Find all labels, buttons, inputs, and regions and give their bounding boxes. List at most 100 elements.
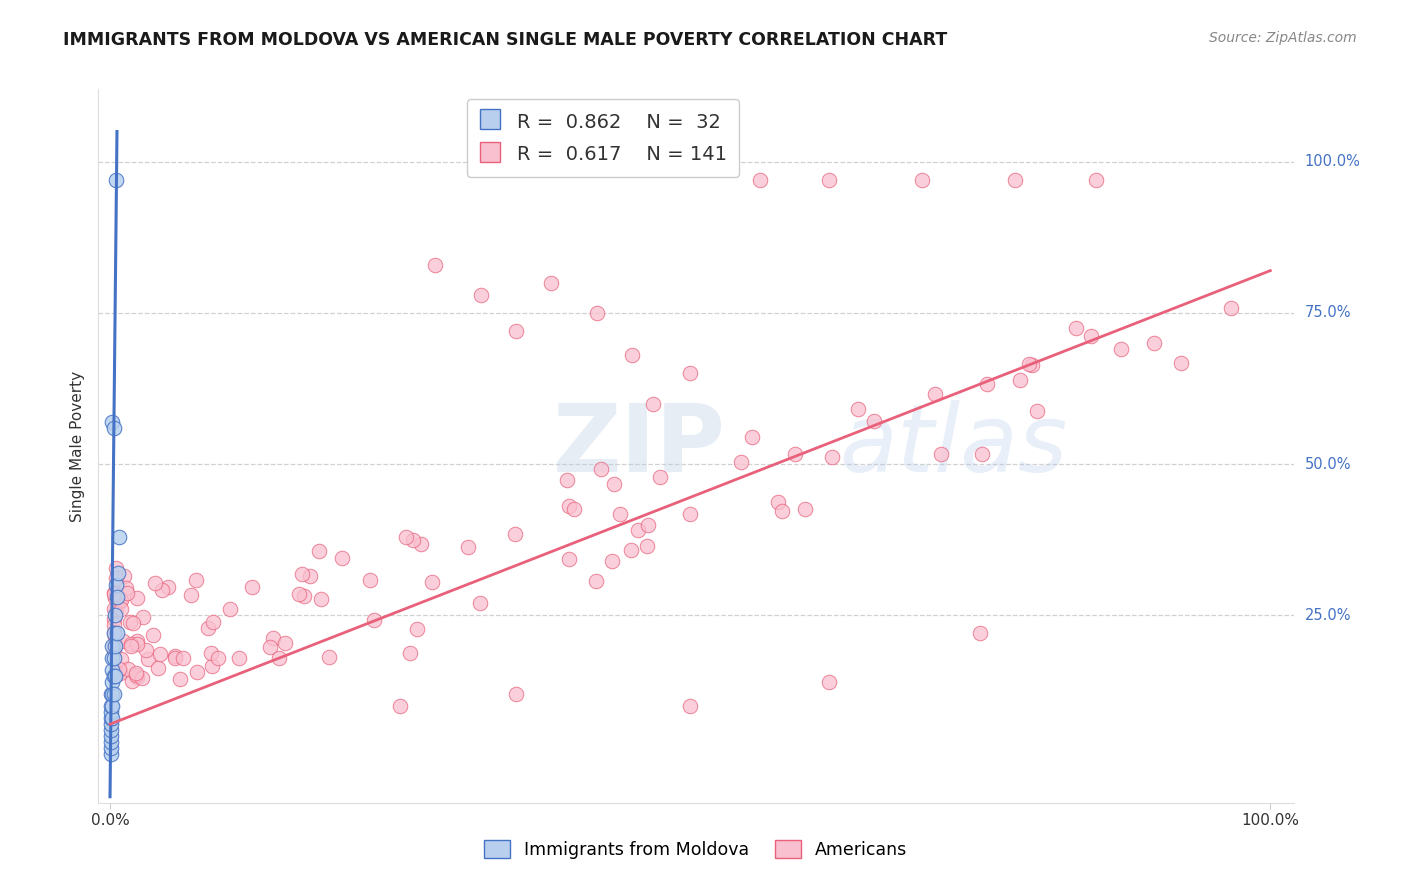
Text: Source: ZipAtlas.com: Source: ZipAtlas.com xyxy=(1209,31,1357,45)
Point xyxy=(125,667,148,681)
Point xyxy=(621,348,644,362)
Point xyxy=(103,618,125,632)
Point xyxy=(103,639,125,653)
Point xyxy=(180,588,202,602)
Point xyxy=(132,610,155,624)
Point xyxy=(818,173,841,187)
Point xyxy=(103,586,125,600)
Point xyxy=(101,674,124,689)
Point xyxy=(924,387,946,401)
Point xyxy=(540,276,562,290)
Point xyxy=(104,173,127,187)
Point xyxy=(308,544,330,558)
Point xyxy=(1004,173,1026,187)
Point xyxy=(970,447,993,461)
Point xyxy=(648,469,671,483)
Point xyxy=(112,569,135,583)
Point xyxy=(911,173,934,187)
Point xyxy=(104,578,127,592)
Point xyxy=(186,573,208,587)
Point xyxy=(107,663,129,677)
Point xyxy=(505,324,527,338)
Point xyxy=(402,533,425,547)
Point xyxy=(150,582,173,597)
Point xyxy=(165,650,187,665)
Point xyxy=(100,741,122,756)
Text: ZIP: ZIP xyxy=(553,400,725,492)
Point xyxy=(120,637,142,651)
Point xyxy=(748,173,770,187)
Point xyxy=(100,705,122,719)
Point xyxy=(406,622,429,636)
Point xyxy=(103,421,125,435)
Point xyxy=(470,288,492,302)
Point xyxy=(197,621,219,635)
Point xyxy=(120,639,142,653)
Point xyxy=(240,580,263,594)
Point xyxy=(104,608,127,623)
Point xyxy=(101,415,124,429)
Legend: Immigrants from Moldova, Americans: Immigrants from Moldova, Americans xyxy=(478,833,914,865)
Point xyxy=(505,527,527,541)
Point xyxy=(292,589,315,603)
Point xyxy=(104,637,127,651)
Point xyxy=(103,626,125,640)
Point xyxy=(637,518,659,533)
Point xyxy=(969,626,991,640)
Point xyxy=(104,591,127,605)
Point xyxy=(100,735,122,749)
Point xyxy=(1170,356,1192,370)
Point xyxy=(863,414,886,428)
Point xyxy=(169,672,191,686)
Point xyxy=(103,643,125,657)
Point xyxy=(101,650,124,665)
Point xyxy=(207,650,229,665)
Point xyxy=(785,447,807,461)
Point xyxy=(108,666,131,681)
Point xyxy=(104,586,127,600)
Point xyxy=(103,650,125,665)
Point xyxy=(1080,328,1102,343)
Point xyxy=(793,501,815,516)
Point xyxy=(125,665,148,680)
Point xyxy=(127,591,149,606)
Point xyxy=(104,639,127,653)
Point xyxy=(291,566,314,581)
Point xyxy=(118,615,141,629)
Point xyxy=(149,648,172,662)
Point xyxy=(108,593,131,607)
Point xyxy=(609,507,631,521)
Point xyxy=(1025,404,1047,418)
Point xyxy=(100,729,122,743)
Point xyxy=(259,640,281,654)
Point xyxy=(620,543,643,558)
Point xyxy=(359,573,381,587)
Point xyxy=(679,507,702,521)
Point xyxy=(311,591,333,606)
Point xyxy=(228,650,250,665)
Text: atlas: atlas xyxy=(839,401,1067,491)
Point xyxy=(101,711,124,725)
Point xyxy=(110,652,132,666)
Point xyxy=(101,687,124,701)
Point xyxy=(929,447,952,461)
Point xyxy=(200,646,222,660)
Text: 75.0%: 75.0% xyxy=(1305,305,1351,320)
Point xyxy=(1021,358,1043,372)
Point xyxy=(457,540,479,554)
Point xyxy=(818,674,841,689)
Point xyxy=(125,670,148,684)
Point xyxy=(468,596,491,610)
Point xyxy=(103,625,125,640)
Point xyxy=(100,717,122,731)
Point xyxy=(821,450,844,465)
Point xyxy=(557,552,579,566)
Point xyxy=(142,628,165,642)
Point xyxy=(115,586,138,600)
Point xyxy=(104,561,127,575)
Point xyxy=(143,575,166,590)
Y-axis label: Single Male Poverty: Single Male Poverty xyxy=(69,370,84,522)
Point xyxy=(103,687,125,701)
Point xyxy=(318,650,340,665)
Point xyxy=(558,499,581,513)
